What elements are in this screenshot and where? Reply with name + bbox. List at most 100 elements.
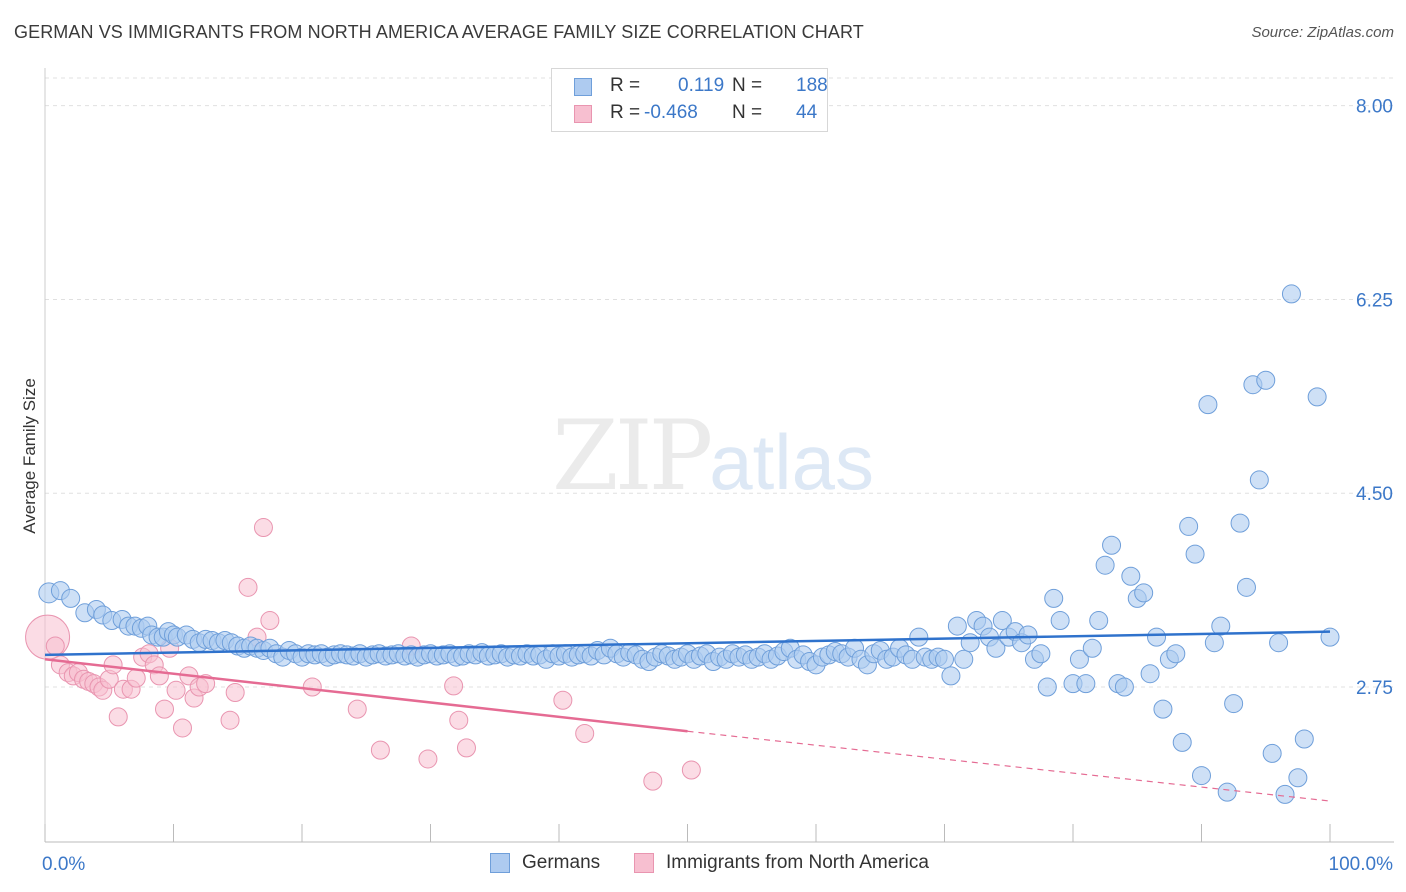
y-tick-label: 8.00 <box>1356 97 1393 118</box>
germans-point <box>954 649 974 669</box>
germans-point <box>1114 677 1134 697</box>
immigrants-point <box>225 683 245 703</box>
immigrants-point <box>103 655 123 675</box>
x-tick-label: 100.0% <box>1329 854 1394 875</box>
immigrants-point <box>126 668 146 688</box>
immigrants-point <box>220 710 240 730</box>
germans-point <box>1050 611 1070 631</box>
germans-point <box>992 611 1012 631</box>
legend-r-label: R = <box>610 75 641 96</box>
germans-point <box>1249 470 1269 490</box>
legend-n-label: N = <box>732 102 763 123</box>
germans-point <box>1211 616 1231 636</box>
germans-point <box>1307 387 1327 407</box>
germans-point <box>1121 566 1141 586</box>
germans-point <box>1089 611 1109 631</box>
y-axis-label: Average Family Size <box>20 378 39 534</box>
stats-legend: R = 0.119 N = 188 R = -0.468 N = 44 <box>551 68 828 132</box>
germans-point <box>1224 694 1244 714</box>
legend-n-value-germans: 188 <box>796 75 828 96</box>
germans-point <box>61 588 81 608</box>
germans-point <box>1179 516 1199 536</box>
germans-point <box>941 666 961 686</box>
y-tick-label: 2.75 <box>1356 678 1393 699</box>
legend-r-label: R = <box>610 102 641 123</box>
germans-point <box>1185 544 1205 564</box>
germans-point <box>1147 627 1167 647</box>
immigrants-point <box>370 740 390 760</box>
bottom-legend-label-germans: Germans <box>522 852 601 873</box>
trend-lines <box>44 630 1331 802</box>
germans-point <box>1037 677 1057 697</box>
immigrants-point <box>575 723 595 743</box>
germans-point <box>1192 766 1211 786</box>
germans-point <box>1172 732 1192 752</box>
axes <box>44 68 1394 843</box>
bottom-legend-swatch-germans <box>490 853 510 873</box>
legend-swatch-germans <box>574 78 592 96</box>
germans-point <box>1102 535 1122 555</box>
germans-point <box>1166 644 1186 664</box>
germans-point <box>947 616 967 636</box>
immigrants-point <box>681 760 701 780</box>
germans-point <box>1095 555 1115 575</box>
legend-n-label: N = <box>732 75 763 96</box>
immigrants-point <box>238 577 258 597</box>
immigrants-point <box>25 614 71 660</box>
immigrants-point <box>108 707 128 727</box>
y-tick-label: 4.50 <box>1356 484 1393 505</box>
immigrants-point <box>449 710 469 730</box>
chart-title: GERMAN VS IMMIGRANTS FROM NORTH AMERICA … <box>14 22 864 42</box>
germans-point <box>1140 664 1160 684</box>
immigrants-point <box>166 680 186 700</box>
tick-labels: 2.75 4.50 6.25 8.00 0.0% 100.0% <box>42 97 1393 875</box>
germans-point <box>1198 395 1218 415</box>
germans-point <box>1294 729 1314 749</box>
immigrants-point <box>45 636 65 656</box>
germans-point <box>1281 284 1301 304</box>
immigrants-point <box>418 749 438 769</box>
immigrants-point <box>444 676 464 696</box>
legend-swatch-immigrants <box>574 105 592 123</box>
immigrants-point <box>260 611 280 631</box>
germans-points <box>38 284 1340 804</box>
immigrants-point <box>155 699 175 719</box>
immigrants-point <box>456 738 476 758</box>
germans-point <box>1262 743 1282 763</box>
germans-point <box>935 649 954 669</box>
germans-point <box>1217 782 1237 802</box>
germans-point <box>1076 674 1096 694</box>
immigrants-point <box>196 674 216 694</box>
germans-point <box>1256 370 1276 390</box>
immigrants-trend-line <box>44 658 688 733</box>
y-tick-label: 6.25 <box>1356 290 1393 311</box>
immigrants-point <box>253 518 273 538</box>
germans-point <box>1204 633 1224 653</box>
germans-point <box>1288 768 1308 788</box>
source-label: Source: ZipAtlas.com <box>1251 24 1394 41</box>
legend-r-value-immigrants: -0.468 <box>644 102 698 123</box>
germans-point <box>1044 588 1064 608</box>
legend-n-value-immigrants: 44 <box>796 102 818 123</box>
immigrants-point <box>643 771 663 791</box>
immigrants-point <box>302 677 322 697</box>
bottom-legend-label-immigrants: Immigrants from North America <box>666 852 929 873</box>
germans-point <box>1031 644 1051 664</box>
germans-point <box>1134 583 1154 603</box>
bottom-legend-swatch-immigrants <box>634 853 654 873</box>
germans-point <box>986 638 1006 658</box>
germans-point <box>1236 577 1256 597</box>
germans-point <box>1082 638 1102 658</box>
immigrants-point <box>172 718 192 738</box>
immigrants-point <box>149 666 169 686</box>
germans-trend-line <box>44 630 1331 657</box>
germans-point <box>1018 625 1038 645</box>
immigrants-point <box>347 699 367 719</box>
germans-point <box>1069 649 1089 669</box>
germans-point <box>1269 633 1289 653</box>
x-tick-label: 0.0% <box>42 854 85 875</box>
legend-r-value-germans: 0.119 <box>678 75 725 96</box>
watermark-atlas: atlas <box>709 418 874 506</box>
germans-point <box>909 627 929 647</box>
